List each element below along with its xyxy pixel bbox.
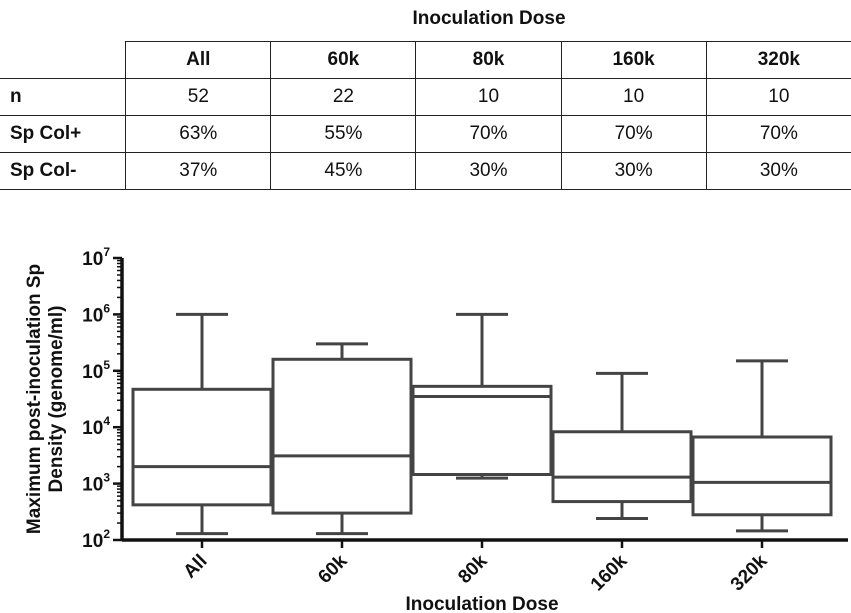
table-header-row: All 60k 80k 160k 320k	[0, 42, 851, 79]
column-header: All	[126, 42, 271, 79]
x-tick-label: All	[180, 551, 212, 583]
y-tick-label: 103	[82, 471, 110, 496]
table-cell: 70%	[706, 116, 851, 153]
table-cell: 10	[561, 79, 706, 116]
box-iqr	[413, 386, 551, 474]
column-header: 160k	[561, 42, 706, 79]
box-iqr	[693, 437, 831, 515]
table-cell: 30%	[561, 153, 706, 190]
x-tick-label: 320k	[727, 550, 772, 595]
table-cell: 70%	[416, 116, 561, 153]
y-axis-label: Density (genome/ml)	[46, 306, 67, 493]
table-row: Sp Col- 37% 45% 30% 30% 30%	[0, 153, 851, 190]
table-cell: 30%	[416, 153, 561, 190]
box-iqr	[273, 359, 411, 513]
row-label: n	[0, 79, 126, 116]
row-label: Sp Col-	[0, 153, 126, 190]
y-tick-label: 107	[82, 245, 110, 270]
summary-table: All 60k 80k 160k 320k n 52 22 10 10 10 S…	[0, 41, 851, 190]
table-title: Inoculation Dose	[128, 8, 850, 30]
table-cell: 52	[126, 79, 271, 116]
table-cell: 63%	[126, 116, 271, 153]
x-tick-label: 60k	[314, 550, 352, 588]
box-iqr	[553, 432, 691, 502]
x-axis-label: Inoculation Dose	[405, 594, 558, 613]
table-cell: 10	[706, 79, 851, 116]
table-cell: 30%	[706, 153, 851, 190]
x-tick-label: 160k	[587, 550, 632, 595]
table-cell: 10	[416, 79, 561, 116]
table-cell: 70%	[561, 116, 706, 153]
table-cell: 45%	[271, 153, 416, 190]
y-tick-label: 105	[82, 358, 110, 383]
column-header: 60k	[271, 42, 416, 79]
y-tick-label: 106	[82, 301, 110, 326]
y-tick-label: 104	[82, 414, 110, 439]
table-row: Sp Col+ 63% 55% 70% 70% 70%	[0, 116, 851, 153]
table-cell: 55%	[271, 116, 416, 153]
row-label: Sp Col+	[0, 116, 126, 153]
table-cell: 37%	[126, 153, 271, 190]
table-cell: 22	[271, 79, 416, 116]
x-tick-label: 80k	[454, 550, 492, 588]
table-row: n 52 22 10 10 10	[0, 79, 851, 116]
column-header: 80k	[416, 42, 561, 79]
y-tick-label: 102	[82, 527, 110, 552]
y-axis-label: Maximum post-inoculation Sp	[24, 264, 45, 534]
column-header: 320k	[706, 42, 851, 79]
table-corner-cell	[0, 42, 126, 79]
box-plot: 102 103 104 105 106 107 Maximum post-inoculati…	[0, 240, 851, 613]
box-iqr	[133, 389, 271, 505]
